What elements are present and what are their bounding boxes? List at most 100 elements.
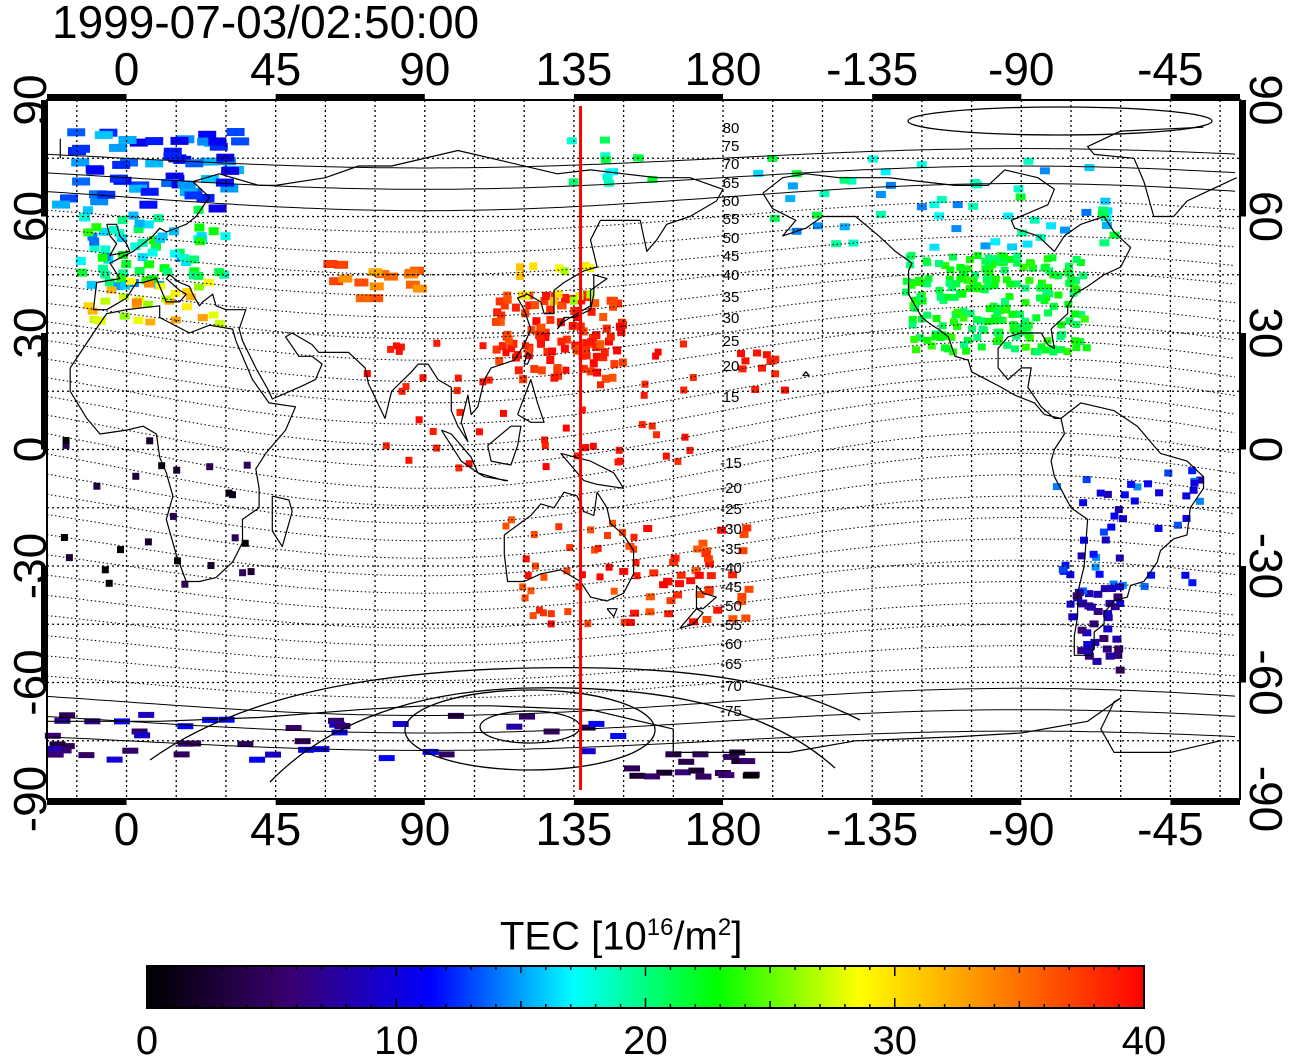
tec-cell: [1029, 264, 1037, 272]
contour-line: [46, 252, 1236, 297]
tec-cell: [392, 721, 409, 727]
tec-cell: [1102, 222, 1112, 229]
tec-cell: [1190, 479, 1199, 487]
tec-cell: [541, 328, 550, 337]
tec-cell: [536, 606, 543, 614]
tec-cell: [334, 723, 351, 729]
contour-value-label: 75: [723, 138, 740, 155]
tec-cell: [691, 566, 701, 574]
tec-cell: [498, 342, 507, 351]
tec-cell: [1076, 259, 1085, 266]
tec-cell: [908, 321, 917, 329]
tec-cell: [599, 136, 610, 144]
tec-cell: [323, 260, 338, 268]
tec-cell: [72, 144, 90, 153]
map-border-ticks: [41, 94, 1246, 805]
tec-cell: [1032, 314, 1041, 322]
tec-cell: [543, 347, 552, 356]
tec-cell: [97, 253, 108, 262]
tec-cell: [938, 331, 947, 339]
contour-line: [46, 410, 1236, 489]
tec-cell: [758, 364, 766, 372]
tec-cell: [1056, 333, 1065, 341]
tec-cell: [162, 267, 173, 276]
tec-cell: [1084, 164, 1095, 172]
tec-cell: [1114, 645, 1124, 653]
tec-cell: [972, 316, 981, 324]
tec-cell: [1057, 346, 1066, 354]
tec-cell: [620, 618, 630, 626]
tec-cell: [1092, 657, 1102, 665]
tec-cell: [106, 756, 123, 763]
tec-cell: [519, 583, 527, 591]
tec-cell: [653, 431, 660, 439]
tec-cell: [214, 268, 225, 277]
coastline: [802, 371, 810, 377]
tec-cell: [1115, 554, 1124, 562]
tec-cell: [980, 242, 991, 250]
contour-line: [46, 340, 1236, 404]
tec-cell: [648, 422, 656, 430]
contour-value-label: 45: [723, 248, 740, 265]
tec-cell: [1130, 497, 1139, 505]
tec-cell: [504, 335, 513, 344]
tec-cell: [67, 128, 86, 137]
tec-cell: [592, 331, 601, 340]
tec-cell: [1033, 348, 1042, 356]
top-lon-label: 90: [399, 43, 450, 95]
tec-cell: [991, 275, 1000, 283]
tec-cell: [588, 720, 605, 727]
tec-cell: [1081, 208, 1092, 216]
tec-cell: [713, 606, 723, 614]
tec-cell: [49, 741, 66, 748]
tec-cell: [1036, 294, 1044, 302]
tec-cell: [610, 587, 618, 595]
tec-cell: [990, 317, 999, 325]
tec-cell: [911, 296, 919, 304]
tec-cell: [1109, 231, 1120, 239]
tec-cell: [592, 343, 601, 352]
contour-value-label: 30: [723, 310, 740, 327]
contour-line: [46, 495, 1236, 559]
tec-cell: [753, 349, 761, 357]
tec-cell: [938, 322, 947, 330]
tec-cell: [328, 717, 344, 724]
contour-value-label: -45: [720, 579, 742, 596]
tec-cell: [600, 152, 611, 160]
tec-cell: [1085, 590, 1093, 598]
tec-cell: [1037, 279, 1046, 287]
tec-cell: [298, 746, 315, 753]
tec-cell: [548, 347, 557, 356]
tec-cell: [1133, 483, 1142, 491]
tec-cell: [1043, 337, 1052, 345]
tec-cell: [1003, 341, 1012, 349]
tec-cell: [355, 294, 370, 303]
tec-cell: [1000, 257, 1009, 265]
tec-cell: [1016, 327, 1025, 335]
tec-cell: [978, 325, 987, 333]
tec-cell: [1096, 489, 1105, 497]
tec-cell: [839, 176, 850, 184]
right-lat-label: 90: [1240, 74, 1292, 125]
tec-cell: [89, 237, 100, 246]
tec-cell: [243, 461, 251, 469]
tec-cell: [479, 378, 487, 386]
tec-cell: [456, 408, 464, 416]
tec-cell: [645, 593, 655, 601]
tec-cell: [984, 318, 993, 325]
tec-cell: [1012, 332, 1021, 340]
contour-line: [46, 687, 1236, 716]
tec-cell: [218, 716, 235, 723]
colorbar-tick-label: 30: [873, 1019, 918, 1057]
contour-line: [149, 666, 861, 761]
tec-cell: [138, 711, 155, 718]
tec-cell: [1060, 226, 1070, 234]
tec-cell: [678, 758, 695, 765]
coastline: [69, 305, 297, 583]
tec-cell: [1077, 552, 1086, 560]
tec-cell: [1089, 550, 1098, 558]
tec-cell: [118, 269, 129, 278]
contour-line: [46, 452, 1236, 524]
tec-cell: [624, 765, 640, 772]
tec-cell: [163, 147, 182, 156]
